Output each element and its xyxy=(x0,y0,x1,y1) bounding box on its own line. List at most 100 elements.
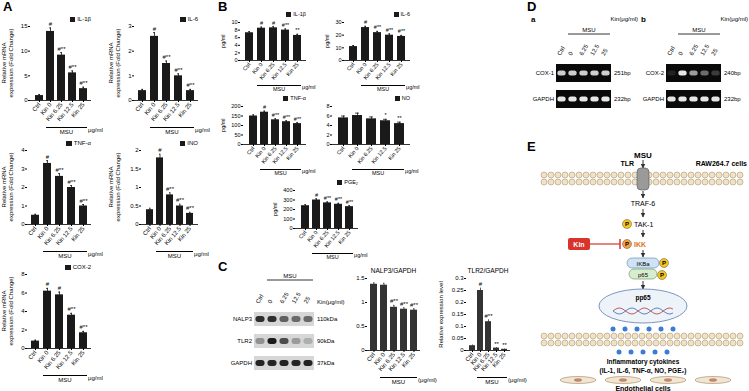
svg-text:#**: #** xyxy=(282,22,290,28)
svg-text:Ctrl: Ctrl xyxy=(242,61,252,71)
svg-text:0.15: 0.15 xyxy=(452,311,464,317)
svg-text:Kin 25: Kin 25 xyxy=(387,145,402,161)
svg-text:#: # xyxy=(263,104,267,110)
svg-text:Kin 25: Kin 25 xyxy=(337,229,352,245)
svg-text:#: # xyxy=(272,20,276,26)
svg-text:2: 2 xyxy=(21,184,25,190)
svg-text:6: 6 xyxy=(326,113,329,119)
svg-text:Kin 12.5: Kin 12.5 xyxy=(55,225,74,246)
svg-text:0.1: 0.1 xyxy=(455,323,464,329)
svg-text:4: 4 xyxy=(234,42,237,48)
svg-text:0: 0 xyxy=(289,225,292,231)
svg-text:12.5: 12.5 xyxy=(699,43,710,57)
svg-text:2: 2 xyxy=(128,48,132,54)
svg-text:0: 0 xyxy=(237,141,240,147)
svg-text:#: # xyxy=(46,154,50,160)
svg-text:8: 8 xyxy=(326,103,329,109)
svg-text:#**: #** xyxy=(324,195,332,201)
svg-text:Kin: Kin xyxy=(573,241,584,248)
svg-text:Kin 25: Kin 25 xyxy=(285,145,300,161)
svg-text:Kin 25: Kin 25 xyxy=(389,61,404,77)
svg-text:Kin 12.5: Kin 12.5 xyxy=(270,61,288,80)
svg-text:#**: #** xyxy=(283,114,291,120)
svg-text:Kin 25: Kin 25 xyxy=(70,349,86,366)
svg-text:0.05: 0.05 xyxy=(452,335,464,341)
svg-text:Kin(μg/ml): Kin(μg/ml) xyxy=(721,16,748,22)
svg-text:#**: #** xyxy=(398,28,406,34)
svg-text:1: 1 xyxy=(128,73,132,79)
svg-text:4: 4 xyxy=(326,122,329,128)
svg-text:MSU: MSU xyxy=(582,27,595,33)
svg-text:p65: p65 xyxy=(638,272,649,278)
svg-text:10: 10 xyxy=(21,48,28,54)
svg-text:**: ** xyxy=(502,342,507,348)
svg-text:0.3: 0.3 xyxy=(455,275,464,281)
svg-text:#**: #** xyxy=(374,24,382,30)
svg-text:#: # xyxy=(46,281,50,287)
svg-text:10: 10 xyxy=(335,45,341,51)
svg-text:Kin 25: Kin 25 xyxy=(285,61,300,77)
svg-text:a: a xyxy=(531,15,536,24)
svg-text:#: # xyxy=(479,281,483,287)
svg-text:2: 2 xyxy=(326,132,329,138)
svg-text:6: 6 xyxy=(234,34,237,40)
svg-text:IKK: IKK xyxy=(634,241,646,248)
svg-text:2: 2 xyxy=(135,147,139,153)
svg-text:#**: #** xyxy=(79,198,88,204)
svg-text:**: ** xyxy=(397,115,402,121)
svg-text:#**: #** xyxy=(400,301,409,307)
svg-text:#**: #** xyxy=(186,82,195,88)
svg-text:232bp: 232bp xyxy=(724,96,741,102)
svg-text:COX-1: COX-1 xyxy=(536,70,555,76)
svg-text:Ctrl: Ctrl xyxy=(666,45,676,56)
svg-text:pp65: pp65 xyxy=(635,294,651,302)
svg-text:#**: #** xyxy=(174,67,183,73)
svg-text:NALP3: NALP3 xyxy=(233,316,253,322)
svg-text:Kin 25: Kin 25 xyxy=(70,101,86,118)
svg-text:251bp: 251bp xyxy=(614,70,631,76)
svg-text:15: 15 xyxy=(21,23,28,29)
svg-text:RAW264.7 cells: RAW264.7 cells xyxy=(696,160,747,167)
svg-text:0.5: 0.5 xyxy=(356,323,365,329)
svg-text:10: 10 xyxy=(231,19,237,25)
svg-text:MSU: MSU xyxy=(692,27,705,33)
svg-text:P: P xyxy=(625,221,629,227)
svg-text:GAPDH: GAPDH xyxy=(231,360,252,366)
svg-text:25: 25 xyxy=(600,47,609,56)
svg-text:#**: #** xyxy=(294,116,302,122)
svg-text:P: P xyxy=(625,241,629,247)
svg-text:#**: #** xyxy=(57,46,66,52)
svg-text:#: # xyxy=(153,26,157,32)
svg-text:Kin 25: Kin 25 xyxy=(401,351,417,368)
svg-text:MSU: MSU xyxy=(283,273,296,279)
svg-text:1.5: 1.5 xyxy=(356,275,365,281)
svg-text:#: # xyxy=(315,192,319,198)
svg-text:#**: #** xyxy=(176,197,185,203)
svg-text:b: b xyxy=(641,15,646,24)
svg-text:0: 0 xyxy=(234,57,237,63)
svg-text:#: # xyxy=(158,147,162,153)
svg-text:**: ** xyxy=(494,341,499,347)
svg-text:Kin(μg/ml): Kin(μg/ml) xyxy=(611,16,638,22)
svg-text:37kDa: 37kDa xyxy=(317,360,335,366)
svg-text:#: # xyxy=(364,19,368,25)
svg-text:#: # xyxy=(58,285,62,291)
svg-text:20: 20 xyxy=(335,32,341,38)
svg-text:8: 8 xyxy=(21,271,25,277)
svg-text:#**: #** xyxy=(390,298,399,304)
svg-text:#: # xyxy=(49,21,53,27)
svg-text:TAK-1: TAK-1 xyxy=(634,221,653,228)
svg-text:1: 1 xyxy=(361,299,365,305)
svg-text:30: 30 xyxy=(335,19,341,25)
svg-text:P: P xyxy=(660,272,664,278)
svg-text:#**: #** xyxy=(166,186,175,192)
svg-text:100: 100 xyxy=(231,122,240,128)
svg-text:#**: #** xyxy=(186,205,195,211)
svg-text:0: 0 xyxy=(338,57,341,63)
svg-text:3: 3 xyxy=(21,166,25,172)
svg-text:12.5: 12.5 xyxy=(589,43,600,57)
svg-text:Kin 25: Kin 25 xyxy=(491,351,507,368)
svg-text:6.25: 6.25 xyxy=(688,43,699,57)
svg-text:Kin 12.5: Kin 12.5 xyxy=(55,349,74,370)
svg-text:#: # xyxy=(260,20,264,26)
